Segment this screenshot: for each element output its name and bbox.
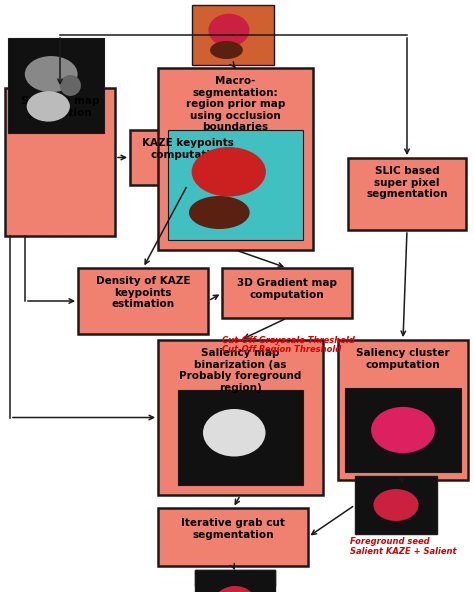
Text: Saliency map
generation: Saliency map generation — [21, 96, 99, 118]
Bar — [178, 390, 303, 485]
Text: Macro-
segmentation:
region prior map
using occlusion
boundaries: Macro- segmentation: region prior map us… — [186, 76, 285, 133]
Bar — [158, 508, 308, 566]
Bar — [130, 130, 245, 185]
Bar — [195, 570, 275, 586]
Bar — [158, 340, 323, 495]
Text: 3D Gradient map
computation: 3D Gradient map computation — [237, 278, 337, 300]
Bar — [5, 88, 115, 236]
Bar — [338, 340, 468, 480]
Ellipse shape — [27, 91, 70, 121]
Text: KAZE keypoints
computation: KAZE keypoints computation — [142, 138, 233, 160]
Bar — [168, 130, 303, 240]
Text: Cut-Off Grayscale Threshold: Cut-Off Grayscale Threshold — [222, 336, 355, 345]
Bar — [345, 388, 461, 472]
Ellipse shape — [25, 56, 78, 92]
Ellipse shape — [191, 147, 266, 197]
Text: Iterative grab cut
segmentation: Iterative grab cut segmentation — [181, 518, 285, 539]
Bar — [158, 68, 313, 250]
Text: SLIC based
super pixel
segmentation: SLIC based super pixel segmentation — [366, 166, 448, 199]
Text: Saliency map
binarization (as
Probably foreground
region): Saliency map binarization (as Probably f… — [179, 348, 301, 393]
Bar — [195, 570, 275, 592]
Bar — [78, 268, 208, 334]
Text: Saliency cluster
computation: Saliency cluster computation — [356, 348, 450, 369]
Text: Foreground seed
Salient KAZE + Salient: Foreground seed Salient KAZE + Salient — [350, 537, 456, 556]
Ellipse shape — [210, 41, 243, 59]
Bar — [355, 476, 437, 534]
Ellipse shape — [213, 586, 257, 592]
Text: Density of KAZE
keypoints
estimation: Density of KAZE keypoints estimation — [96, 276, 190, 309]
Text: Cut-Off Region Threshold: Cut-Off Region Threshold — [222, 345, 341, 354]
Ellipse shape — [371, 407, 435, 453]
Ellipse shape — [203, 409, 265, 456]
Ellipse shape — [189, 196, 250, 229]
Bar — [348, 158, 466, 230]
Ellipse shape — [374, 489, 419, 521]
Bar — [222, 268, 352, 318]
Ellipse shape — [60, 75, 81, 96]
Bar — [8, 38, 104, 133]
Bar — [192, 5, 274, 65]
Ellipse shape — [209, 14, 249, 47]
